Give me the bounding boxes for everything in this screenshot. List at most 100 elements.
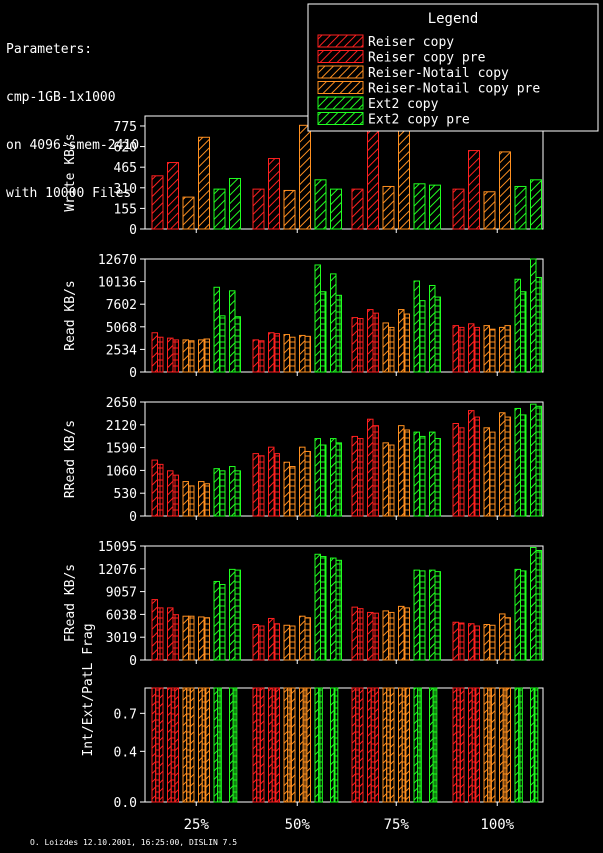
y-tick-label: 465	[114, 161, 137, 176]
bar	[499, 613, 506, 661]
x-tick-label: 50%	[285, 817, 311, 833]
legend-title: Legend	[428, 11, 479, 27]
bar	[483, 191, 496, 230]
bar	[268, 158, 280, 230]
bar	[514, 568, 521, 661]
x-tick-label: 75%	[384, 817, 410, 833]
chart-panel: 0 2534 5068 7602 10136 12670 Read KB/s	[63, 253, 544, 381]
y-tick-label: 0	[129, 223, 137, 238]
bar	[429, 687, 434, 803]
bar	[357, 608, 364, 661]
bar	[499, 151, 511, 230]
parameters-line: Parameters:	[6, 42, 93, 57]
bar	[468, 623, 475, 661]
bar	[483, 325, 490, 373]
bar	[203, 338, 210, 373]
x-tick-label: 25%	[184, 817, 210, 833]
y-tick-label: 0	[129, 654, 137, 669]
parameters-line: with 10000 Files	[6, 186, 132, 201]
bar	[330, 557, 337, 661]
y-axis-label: FRead KB/s	[63, 564, 78, 642]
bar	[382, 610, 389, 661]
bar	[351, 435, 358, 517]
bar	[351, 687, 357, 803]
bar	[367, 130, 379, 230]
chart-panel: 0 155 310 465 620 775 Write KB/s	[63, 115, 544, 238]
bar	[158, 687, 164, 803]
parameters-line: on 4096-smem-2410	[6, 138, 140, 153]
bar	[504, 325, 511, 373]
plot-frame	[144, 401, 544, 517]
bar	[304, 617, 311, 661]
bar	[357, 317, 364, 373]
y-tick-label: 530	[114, 487, 137, 502]
bar	[530, 258, 537, 373]
y-tick-label: 10136	[98, 276, 137, 291]
legend-entry-label: Ext2 copy	[368, 97, 439, 112]
y-tick-label: 2650	[106, 396, 137, 411]
bar	[268, 687, 273, 803]
bar	[283, 334, 290, 373]
legend-swatch	[317, 65, 364, 79]
bar	[287, 687, 292, 803]
bar	[252, 339, 259, 373]
bar	[489, 431, 496, 517]
bar	[388, 326, 395, 373]
bar	[330, 687, 335, 803]
bar	[382, 687, 388, 803]
bar	[473, 326, 480, 373]
bar	[468, 687, 473, 803]
bar	[333, 687, 339, 803]
bar	[252, 453, 259, 517]
bar	[234, 569, 241, 661]
y-tick-label: 12076	[98, 563, 137, 578]
bar	[514, 407, 521, 517]
bar	[452, 188, 465, 230]
bar	[182, 615, 189, 661]
bar	[403, 607, 410, 661]
bar	[398, 309, 405, 373]
bar	[188, 340, 195, 373]
bar	[299, 124, 311, 230]
bar	[304, 335, 311, 373]
y-tick-label: 1060	[106, 464, 137, 479]
bar	[314, 687, 320, 803]
bar	[514, 687, 520, 803]
bar	[283, 624, 290, 661]
legend-entry-label: Reiser-Notail copy	[368, 66, 509, 81]
bar	[258, 625, 265, 661]
bar	[405, 687, 411, 803]
bar	[520, 291, 527, 373]
parameters-line: cmp-1GB-1x1000	[6, 90, 116, 105]
y-tick-label: 9057	[106, 586, 137, 601]
bar	[530, 403, 537, 517]
bar	[213, 687, 219, 803]
bar	[351, 317, 358, 373]
bar	[167, 607, 174, 661]
bar	[299, 687, 304, 803]
y-tick-label: 0.7	[114, 707, 137, 722]
bar	[314, 264, 321, 373]
bar	[232, 687, 238, 803]
bar	[417, 687, 422, 803]
chart-panel: 0.0 0.4 0.7 Int/Ext/PatL Frag	[81, 623, 544, 811]
bar	[372, 425, 379, 517]
y-tick-label: 155	[114, 202, 137, 217]
bar	[351, 606, 358, 661]
bar	[483, 427, 490, 517]
bar	[304, 450, 311, 517]
bar	[174, 687, 179, 803]
bar	[289, 336, 296, 373]
chart-panel: 0 3019 6038 9057 12076 15095 FRead KB/s	[63, 540, 544, 669]
bar	[155, 687, 160, 803]
bar	[429, 284, 436, 373]
bar	[268, 617, 275, 661]
bar	[413, 687, 419, 803]
legend-swatch	[317, 81, 364, 94]
chart-panel: 0 530 1060 1590 2120 2650 RRead KB/s	[63, 396, 544, 525]
bar	[273, 333, 280, 373]
bar	[419, 570, 426, 661]
bar	[358, 687, 364, 803]
y-axis-label: Int/Ext/PatL Frag	[81, 623, 96, 756]
